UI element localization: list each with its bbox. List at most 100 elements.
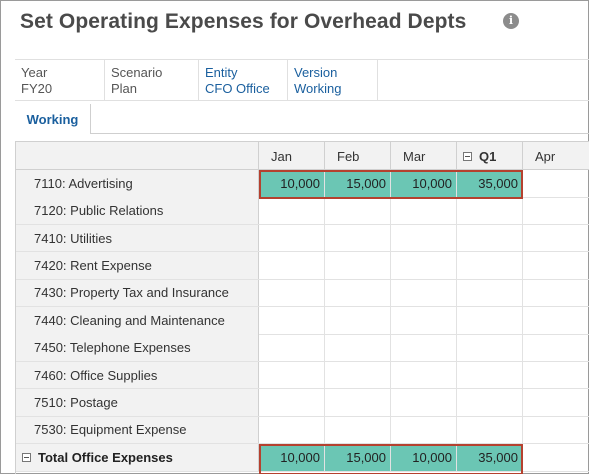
row-label: 7460: Office Supplies [16,361,259,389]
data-cell[interactable] [523,389,589,416]
column-header-apr[interactable]: Apr [535,148,556,164]
data-cell[interactable] [259,252,325,279]
data-cell[interactable] [325,197,391,224]
data-cell[interactable] [391,416,457,444]
pov-entity[interactable]: Entity CFO Office [199,60,288,100]
data-cell[interactable] [457,307,523,334]
data-cell[interactable] [391,334,457,361]
data-cell[interactable] [325,334,391,361]
table-row: 7410: Utilities [16,224,589,253]
data-cell[interactable] [523,417,589,444]
data-cell[interactable] [325,361,391,389]
data-cell[interactable] [391,279,457,307]
table-row: 7110: Advertising 10,000 15,000 10,000 35,00… [16,170,589,198]
data-cell[interactable] [523,252,589,279]
collapse-icon[interactable] [463,151,472,161]
pov-entity-value[interactable]: CFO Office [205,81,270,96]
data-cell[interactable] [523,225,589,252]
pov-version-label: Version [294,65,338,80]
data-cell[interactable] [457,197,523,224]
data-cell[interactable] [259,334,325,361]
data-cell[interactable] [325,252,391,279]
data-cell[interactable] [259,361,325,389]
data-cell[interactable] [523,170,589,197]
row-label: 7110: Advertising [16,170,259,197]
column-header-jan[interactable]: Jan [259,142,325,170]
row-label: 7430: Property Tax and Insurance [16,279,259,307]
table-row: 7430: Property Tax and Insurance [16,279,589,308]
row-label: 7510: Postage [16,389,259,416]
row-label: 7530: Equipment Expense [16,416,259,444]
row-label-text: 7450: Telephone Expenses [34,340,191,356]
data-cell[interactable] [259,307,325,334]
data-cell[interactable] [259,224,325,252]
data-cell[interactable] [325,389,391,416]
table-row: 7440: Cleaning and Maintenance [16,307,589,335]
data-cell[interactable] [391,389,457,416]
data-cell[interactable] [391,361,457,389]
pov-version-value[interactable]: Working [294,81,342,96]
table-row: 7450: Telephone Expenses [16,334,589,362]
column-header-q1[interactable]: Q1 [457,142,523,170]
data-cell[interactable] [523,197,589,224]
row-label-text: 7440: Cleaning and Maintenance [34,312,225,328]
data-cell[interactable] [457,361,523,389]
row-label-text: 7120: Public Relations [34,203,164,219]
data-cell[interactable]: 10,000 [259,170,325,197]
pov-scenario-value: Plan [111,81,138,96]
row-label-text: 7530: Equipment Expense [34,422,187,438]
tab-working[interactable]: Working [15,104,91,135]
data-cell[interactable] [391,252,457,279]
pov-version[interactable]: Version Working [288,60,378,100]
row-label: 7440: Cleaning and Maintenance [16,307,259,334]
data-cell[interactable] [391,197,457,224]
column-header-q1-label: Q1 [479,148,497,164]
tab-bar: Working [15,104,589,135]
row-label: 7410: Utilities [16,224,259,252]
data-cell[interactable]: 35,000 [457,170,523,197]
data-cell[interactable] [457,389,523,416]
pov-bar: Year FY20 Scenario Plan Entity CFO Offic… [15,59,589,101]
data-cell[interactable] [457,334,523,361]
data-cell[interactable] [523,334,589,361]
data-cell[interactable]: 10,000 [259,444,325,471]
data-cell[interactable] [325,416,391,444]
title-row: Set Operating Expenses for Overhead Dept… [20,9,466,35]
data-cell[interactable] [259,416,325,444]
data-cell[interactable] [523,362,589,389]
total-row-label: Total Office Expenses [16,444,259,471]
data-cell[interactable]: 10,000 [391,444,457,471]
data-cell[interactable]: 15,000 [325,444,391,471]
data-cell[interactable] [457,224,523,252]
collapse-icon[interactable] [22,452,31,462]
column-header-mar[interactable]: Mar [391,142,457,170]
data-cell[interactable]: 10,000 [391,170,457,197]
column-header-feb[interactable]: Feb [325,142,391,170]
row-label-text: 7410: Utilities [34,230,113,246]
data-cell[interactable] [457,252,523,279]
grid-corner [16,142,259,170]
total-row: Total Office Expenses 10,000 15,000 10,000 3… [16,444,589,472]
data-cell[interactable] [457,416,523,444]
row-label-text: 7420: Rent Expense [34,257,152,273]
data-cell[interactable] [523,307,589,334]
data-cell[interactable] [457,279,523,307]
data-cell[interactable] [523,280,589,307]
info-icon[interactable]: i [503,13,519,29]
data-cell[interactable] [391,224,457,252]
row-label: 7450: Telephone Expenses [16,334,259,361]
data-cell[interactable]: 15,000 [325,170,391,197]
data-cell[interactable] [325,307,391,334]
data-cell[interactable] [325,224,391,252]
data-cell[interactable]: 35,000 [457,444,523,471]
data-cell[interactable] [259,279,325,307]
data-cell[interactable] [259,197,325,224]
data-cell[interactable] [523,444,589,471]
data-cell[interactable] [259,389,325,416]
data-cell[interactable] [391,307,457,334]
data-grid: Jan Feb Mar Q1 Apr 7110: Advertising 10,0… [15,141,589,474]
data-cell[interactable] [325,279,391,307]
row-label: 7120: Public Relations [16,197,259,224]
pov-scenario-label: Scenario [111,65,163,80]
